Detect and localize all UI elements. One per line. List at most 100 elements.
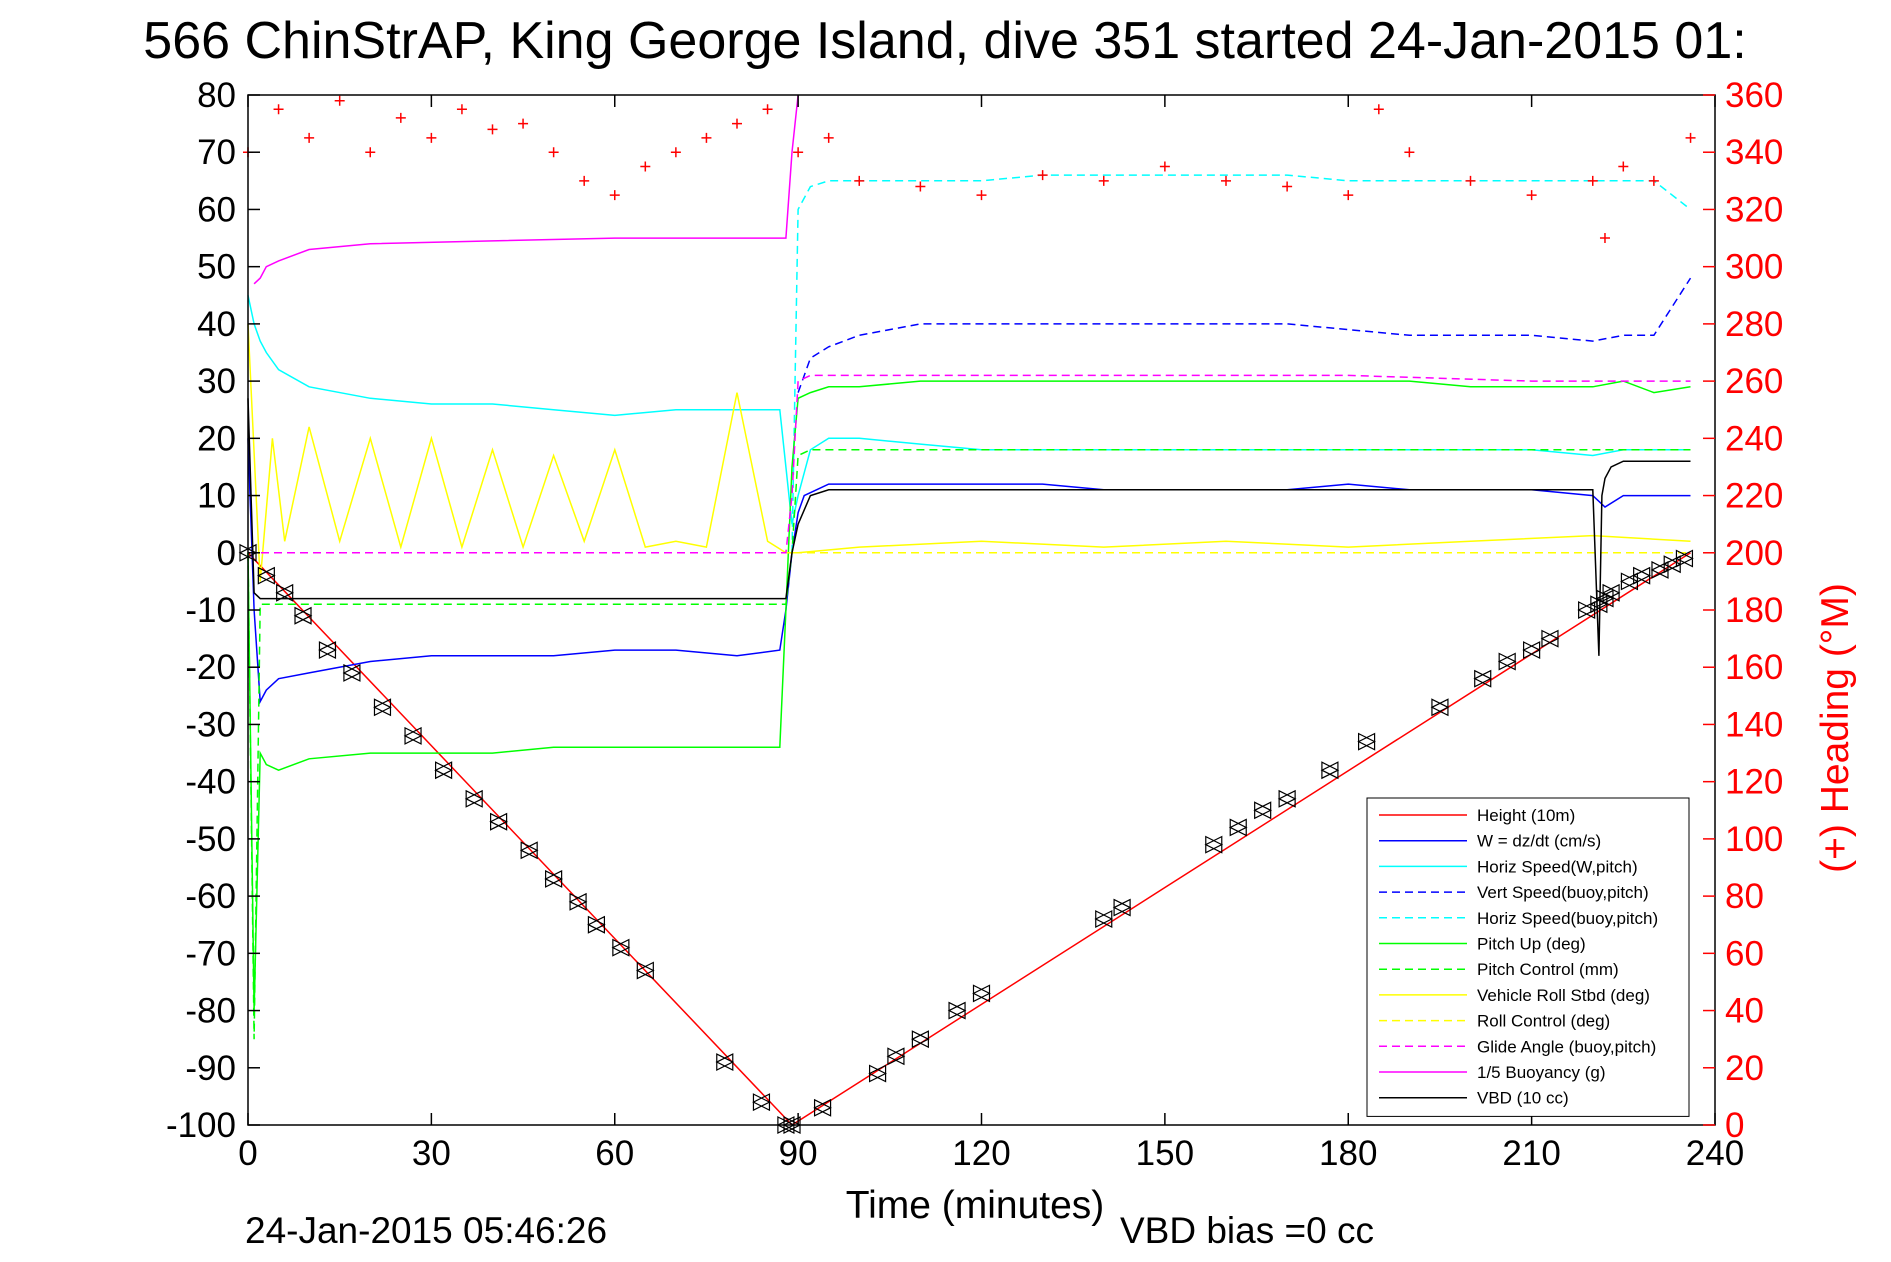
depth-marker-left (752, 1093, 771, 1112)
heading-point (732, 118, 742, 129)
depth-marker-left (1473, 669, 1492, 688)
y-right-tick-label: 220 (1725, 477, 1783, 516)
legend-label: Vert Speed(buoy,pitch) (1477, 883, 1649, 902)
y-left-tick-label: 80 (197, 76, 236, 115)
y-left-tick-label: 40 (197, 305, 236, 344)
heading-point (976, 190, 987, 201)
heading-point (1159, 161, 1170, 172)
depth-marker-left (464, 789, 483, 808)
heading-point (609, 190, 620, 201)
depth-marker-left (1522, 641, 1541, 660)
heading-point (793, 147, 804, 158)
legend-label: Horiz Speed(W,pitch) (1477, 857, 1638, 876)
heading-point (456, 104, 467, 115)
heading-point (1685, 132, 1696, 143)
heading-series (243, 95, 1696, 244)
y-left-tick-label: -50 (185, 820, 236, 859)
depth-marker-left (1675, 549, 1694, 568)
legend: Height (10m) W = dz/dt (cm/s) Horiz Speed(… (1366, 797, 1690, 1117)
depth-marker-left (1595, 589, 1614, 608)
y-left-tick-label: 70 (197, 133, 236, 172)
x-tick-label: 150 (1136, 1134, 1194, 1173)
depth-marker-left (1497, 652, 1516, 671)
heading-point (426, 132, 437, 143)
depth-marker-left (1589, 595, 1608, 614)
depth-marker-left (1204, 835, 1223, 854)
y-right-tick-label: 40 (1725, 992, 1764, 1031)
depth-marker-left (1094, 910, 1113, 928)
y-left-tick-label: -70 (185, 934, 236, 973)
y-left-tick-label: 60 (197, 190, 236, 229)
timestamp-footer: 24-Jan-2015 05:46:26 (245, 1210, 607, 1251)
series-line-10 (253, 94, 799, 285)
y-left-tick-label: 0 (217, 534, 236, 573)
series-line-4 (791, 174, 1691, 553)
chart-title: 566 ChinStrAP, King George Island, dive … (143, 12, 1746, 70)
legend-label: W = dz/dt (cm/s) (1477, 832, 1601, 851)
y-left-tick-label: -80 (185, 992, 236, 1031)
y-right-tick-label: 300 (1725, 248, 1783, 287)
x-tick-label: 0 (238, 1134, 257, 1173)
depth-marker-left (1540, 629, 1559, 648)
y-right-tick-label: 100 (1725, 820, 1783, 859)
depth-marker-left (1632, 566, 1651, 585)
heading-point (304, 132, 315, 143)
heading-point (1282, 181, 1293, 192)
heading-point (1587, 175, 1598, 186)
depth-marker-left (611, 938, 630, 957)
y-left-tick-label: 10 (197, 477, 236, 516)
legend-label: Vehicle Roll Stbd (deg) (1477, 986, 1650, 1005)
heading-point (1098, 175, 1109, 186)
y-right-tick-label: 80 (1725, 877, 1764, 916)
depth-marker-left (318, 641, 337, 660)
legend-label: Height (10m) (1477, 806, 1575, 825)
depth-markers (238, 543, 1694, 1134)
y-right-tick-label: 160 (1725, 648, 1783, 687)
heading-point (487, 124, 498, 135)
heading-point (854, 175, 865, 186)
heading-point (548, 147, 559, 158)
depth-marker-left (373, 698, 392, 717)
y-axis-right: 3603403203002802602402202001801601401201… (1703, 76, 1783, 1145)
y-right-tick-label: 140 (1725, 705, 1783, 744)
heading-point (365, 147, 376, 158)
heading-point (1404, 147, 1415, 158)
depth-marker-left (293, 606, 312, 625)
depth-marker-left (434, 761, 453, 780)
depth-marker-left (1320, 761, 1339, 780)
y-right-tick-label: 260 (1725, 362, 1783, 401)
x-tick-label: 60 (595, 1134, 634, 1173)
y-right-tick-label: 280 (1725, 305, 1783, 344)
legend-label: Roll Control (deg) (1477, 1012, 1610, 1031)
series-line-5 (247, 380, 1691, 1011)
heading-point (701, 132, 712, 143)
y-left-tick-label: -90 (185, 1049, 236, 1088)
heading-point (518, 118, 529, 129)
depth-marker-left (489, 812, 508, 831)
x-axis: 0 30 60 90 120 150 180 210 240 (238, 95, 1744, 1173)
heading-point (1618, 161, 1629, 172)
y-right-tick-label: 360 (1725, 76, 1783, 115)
depth-marker-left (1357, 732, 1376, 751)
heading-point (1648, 175, 1659, 186)
heading-point (1221, 175, 1231, 186)
legend-label: Horiz Speed(buoy,pitch) (1477, 909, 1658, 928)
y-left-tick-label: -60 (185, 877, 236, 916)
depth-marker-left (568, 892, 587, 911)
y-right-tick-label: 320 (1725, 190, 1783, 229)
depth-marker-left (1228, 818, 1247, 837)
depth-marker-left (544, 869, 563, 888)
y-left-tick-label: 20 (197, 419, 236, 458)
y-axis-left: 80 70 60 50 40 30 20 10 0 -10 -20 -30 -40 -50 -60 -70 -8… (166, 76, 260, 1145)
x-tick-label: 90 (779, 1134, 818, 1173)
depth-marker-left (635, 961, 654, 980)
y-axis-right-label: (+) Heading (°M) (1814, 583, 1857, 873)
legend-label: VBD (10 cc) (1477, 1089, 1569, 1108)
vbd-bias-footer: VBD bias =0 cc (1120, 1210, 1374, 1251)
heading-point (1599, 233, 1610, 244)
heading-point (640, 161, 651, 172)
heading-point (1037, 170, 1048, 181)
depth-marker-left (256, 566, 275, 585)
heading-point (915, 181, 926, 192)
heading-point (670, 147, 681, 158)
